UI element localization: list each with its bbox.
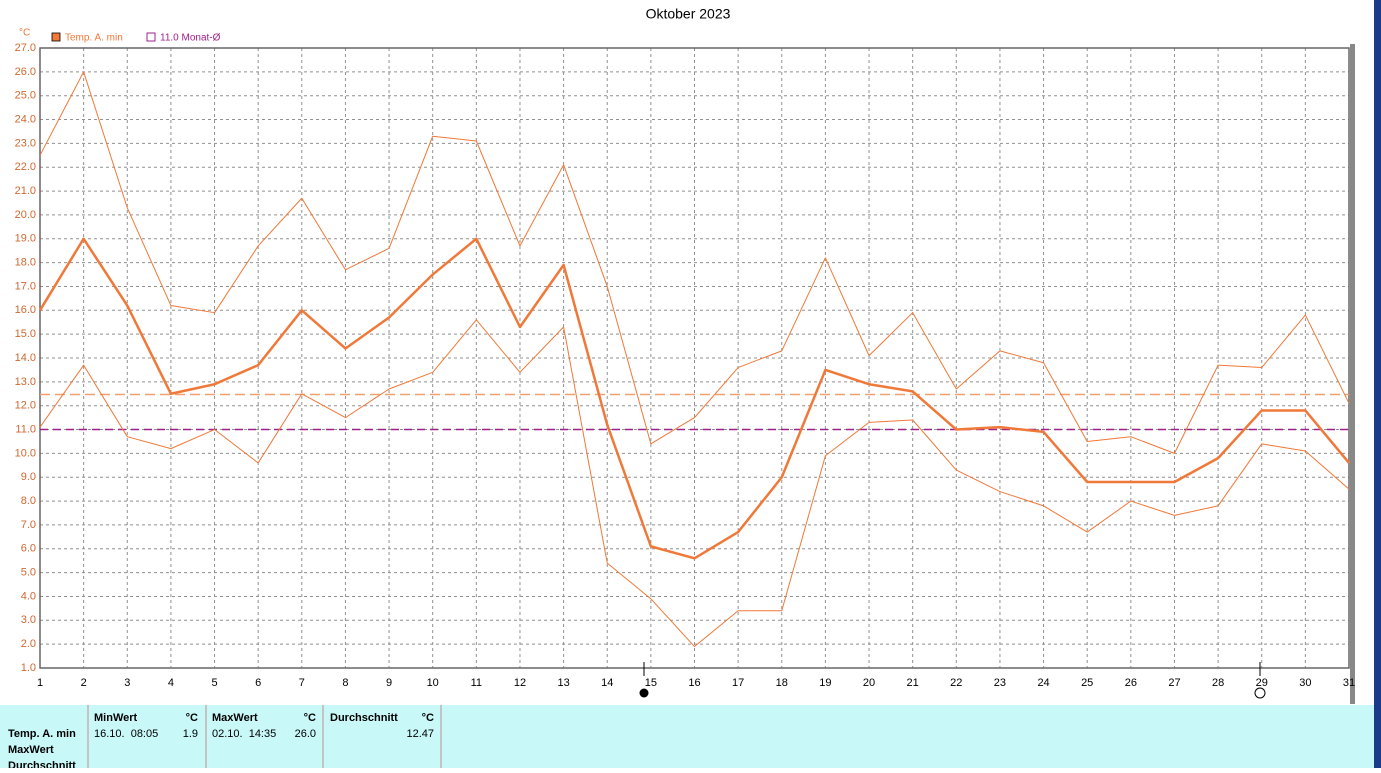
- y-tick-label: 7.0: [21, 519, 36, 531]
- x-tick-label: 7: [299, 677, 305, 689]
- row-label: Durchschnitt: [8, 760, 76, 768]
- plot: 1.0 2.0 3.0 4.0 5.0 6.0 7.0 8.0 9.0 10.0 11.0 12.0 1…: [15, 42, 1356, 689]
- x-tick-label: 3: [124, 677, 130, 689]
- x-tick-label: 15: [645, 677, 657, 689]
- series-line: [38, 237, 1350, 560]
- column-header: MaxWert: [212, 712, 258, 724]
- x-tick-label: 4: [168, 677, 174, 689]
- stats-table: [0, 705, 1374, 768]
- y-tick-label: 4.0: [21, 590, 36, 602]
- x-tick-label: 31: [1343, 677, 1355, 689]
- x-tick-label: 6: [255, 677, 261, 689]
- x-tick-label: 30: [1299, 677, 1311, 689]
- x-tick-label: 12: [514, 677, 526, 689]
- legend-swatch: [51, 32, 61, 42]
- frame-edge: [1350, 44, 1355, 704]
- y-tick-label: 13.0: [15, 376, 36, 388]
- chart-title: Oktober 2023: [646, 6, 731, 22]
- y-tick-label: 25.0: [15, 90, 36, 102]
- x-tick-label: 19: [819, 677, 831, 689]
- y-tick-label: 3.0: [21, 614, 36, 626]
- x-tick-label: 27: [1168, 677, 1180, 689]
- x-tick-label: 11: [471, 677, 482, 689]
- y-tick-label: 9.0: [21, 471, 36, 483]
- x-tick-label: 8: [342, 677, 348, 689]
- x-tick-label: 10: [427, 677, 439, 689]
- x-tick-label: 23: [994, 677, 1006, 689]
- cell: 16.10. 08:05: [94, 728, 158, 740]
- column-unit: °C: [186, 712, 198, 724]
- x-tick-label: 16: [688, 677, 700, 689]
- x-tick-label: 26: [1125, 677, 1137, 689]
- cell: 26.0: [295, 728, 316, 740]
- y-tick-label: 18.0: [15, 257, 36, 269]
- y-tick-label: 12.0: [15, 400, 36, 412]
- row-label: Temp. A. min: [8, 728, 76, 740]
- y-tick-label: 2.0: [21, 638, 36, 650]
- series-line: [39, 71, 1350, 454]
- x-tick-label: 17: [732, 677, 744, 689]
- full-moon-icon: [1254, 687, 1266, 699]
- new-moon-icon: [639, 688, 649, 698]
- desktop-edge: [1374, 0, 1381, 768]
- y-tick-label: 26.0: [15, 66, 36, 78]
- x-tick-label: 29: [1256, 677, 1268, 689]
- y-tick-label: 16.0: [15, 304, 36, 316]
- x-tick-label: 9: [386, 677, 392, 689]
- y-tick-label: 1.0: [21, 662, 36, 674]
- legend-label: 11.0 Monat-Ø: [160, 33, 221, 44]
- y-tick-label: 11.0: [15, 423, 36, 435]
- column-unit: °C: [422, 712, 434, 724]
- y-tick-label: 27.0: [15, 42, 36, 54]
- y-tick-label: 15.0: [15, 328, 36, 340]
- legend-label: Temp. A. min: [65, 33, 123, 44]
- series-line: [39, 319, 1350, 648]
- cell: 12.47: [406, 728, 434, 740]
- x-tick-label: 2: [81, 677, 87, 689]
- y-tick-label: 24.0: [15, 113, 36, 125]
- y-tick-label: 10.0: [15, 447, 36, 459]
- x-tick-label: 21: [907, 677, 919, 689]
- plot-border: [39, 47, 1350, 669]
- legend: Temp. A. min 11.0 Monat-Ø: [51, 32, 221, 44]
- y-tick-label: 17.0: [15, 280, 36, 292]
- column-header: Durchschnitt: [330, 712, 398, 724]
- y-tick-label: 20.0: [15, 209, 36, 221]
- cell: 1.9: [183, 728, 198, 740]
- y-tick-label: 5.0: [21, 567, 36, 579]
- y-tick-label: 19.0: [15, 233, 36, 245]
- y-tick-label: 23.0: [15, 137, 36, 149]
- x-tick-label: 25: [1081, 677, 1093, 689]
- x-tick-label: 22: [950, 677, 962, 689]
- y-tick-label: 22.0: [15, 161, 36, 173]
- y-axis-unit: °C: [19, 28, 30, 39]
- row-label: MaxWert: [8, 744, 54, 756]
- column-header: MinWert: [94, 712, 138, 724]
- column-unit: °C: [304, 712, 316, 724]
- x-tick-label: 13: [557, 677, 569, 689]
- y-tick-label: 14.0: [15, 352, 36, 364]
- y-tick-label: 6.0: [21, 543, 36, 555]
- x-tick-label: 20: [863, 677, 875, 689]
- legend-swatch: [146, 32, 156, 42]
- x-tick-label: 1: [37, 677, 43, 689]
- x-tick-label: 18: [776, 677, 788, 689]
- x-tick-label: 24: [1037, 677, 1049, 689]
- y-tick-label: 8.0: [21, 495, 36, 507]
- x-tick-label: 28: [1212, 677, 1224, 689]
- x-tick-label: 14: [601, 677, 613, 689]
- table-dividers: [87, 705, 442, 768]
- cell: 02.10. 14:35: [212, 728, 276, 740]
- y-tick-label: 21.0: [15, 185, 36, 197]
- x-tick-label: 5: [211, 677, 217, 689]
